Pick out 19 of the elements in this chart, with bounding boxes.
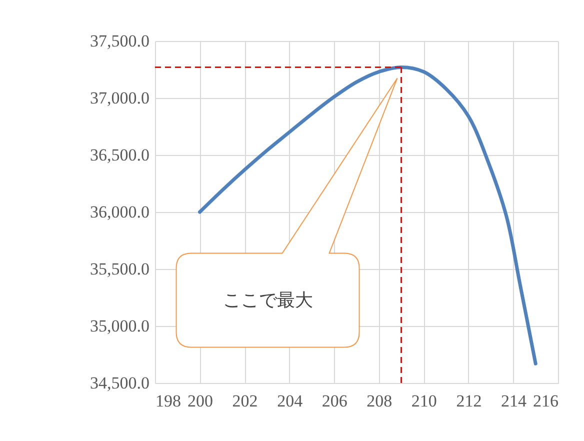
x-tick-label: 198 (156, 392, 181, 410)
line-series (198, 65, 538, 366)
y-tick-label: 36,500.0 (90, 146, 150, 164)
x-tick-label: 212 (456, 392, 482, 410)
y-tick-label: 37,500.0 (90, 32, 150, 50)
y-tick-label: 34,500.0 (90, 374, 150, 392)
x-tick-label: 200 (188, 392, 214, 410)
x-tick-label: 208 (366, 392, 392, 410)
y-tick-label: 36,000.0 (90, 202, 150, 222)
y-tick-label: 37,000.0 (90, 88, 150, 108)
y-tick-label: 35,500.0 (90, 260, 150, 278)
x-tick-label: 216 (533, 392, 558, 410)
x-tick-label: 206 (322, 392, 348, 410)
x-tick-label: 202 (232, 392, 258, 410)
annotation: ここで最大 (222, 290, 313, 310)
x-tick-label: 204 (277, 392, 304, 410)
x-tick-label: 210 (411, 392, 437, 410)
y-tick-label: 35,000.0 (90, 316, 150, 336)
x-tick-label: 214 (500, 392, 527, 410)
